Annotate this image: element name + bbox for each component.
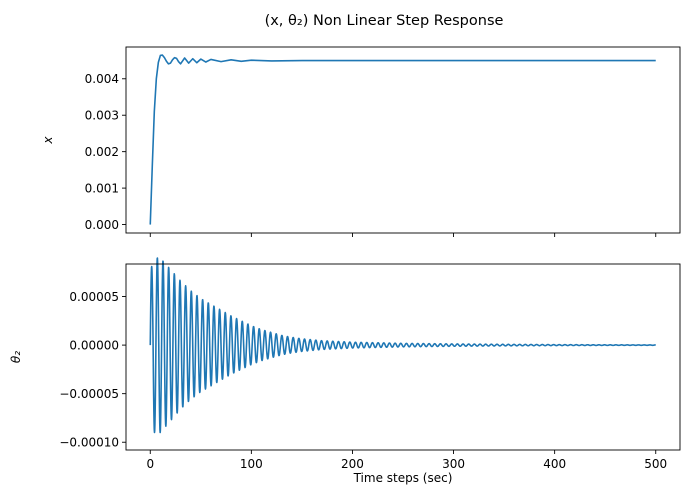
x-tick-label: 200: [341, 457, 364, 471]
y-tick-label: 0.001: [85, 181, 119, 195]
x-axis-label: Time steps (sec): [353, 471, 453, 485]
chart-title: (x, θ₂) Non Linear Step Response: [265, 13, 504, 29]
series-line-0-0: [149, 54, 656, 225]
axes-frame: [125, 263, 681, 451]
y-tick-label: 0.000: [85, 218, 119, 232]
x-tick-label: 100: [240, 457, 263, 471]
bottom-subplot: 0 100 200 300 400 500 −0.00010 −0.00005 0.00000 0…: [9, 257, 681, 485]
y-tick-label: 0.003: [85, 109, 119, 123]
x-tick-label: 400: [543, 457, 566, 471]
y-axis-label: θ₂: [9, 351, 23, 363]
x-tick-label: 500: [644, 457, 667, 471]
axes-frame: [125, 46, 681, 234]
y-tick-label: 0.004: [85, 72, 119, 86]
y-tick-label: 0.00005: [69, 290, 119, 304]
y-tick-label: 0.00000: [69, 338, 119, 352]
top-subplot: 0.000 0.001 0.002 0.003 0.004 x: [41, 46, 681, 237]
y-tick-label: −0.00010: [59, 436, 119, 450]
y-tick-label: −0.00005: [59, 387, 119, 401]
x-tick-label: 300: [442, 457, 465, 471]
series-line-1-0: [149, 257, 657, 434]
x-tick-label: 0: [146, 457, 154, 471]
y-axis-label: x: [41, 136, 55, 145]
y-tick-label: 0.002: [85, 145, 119, 159]
